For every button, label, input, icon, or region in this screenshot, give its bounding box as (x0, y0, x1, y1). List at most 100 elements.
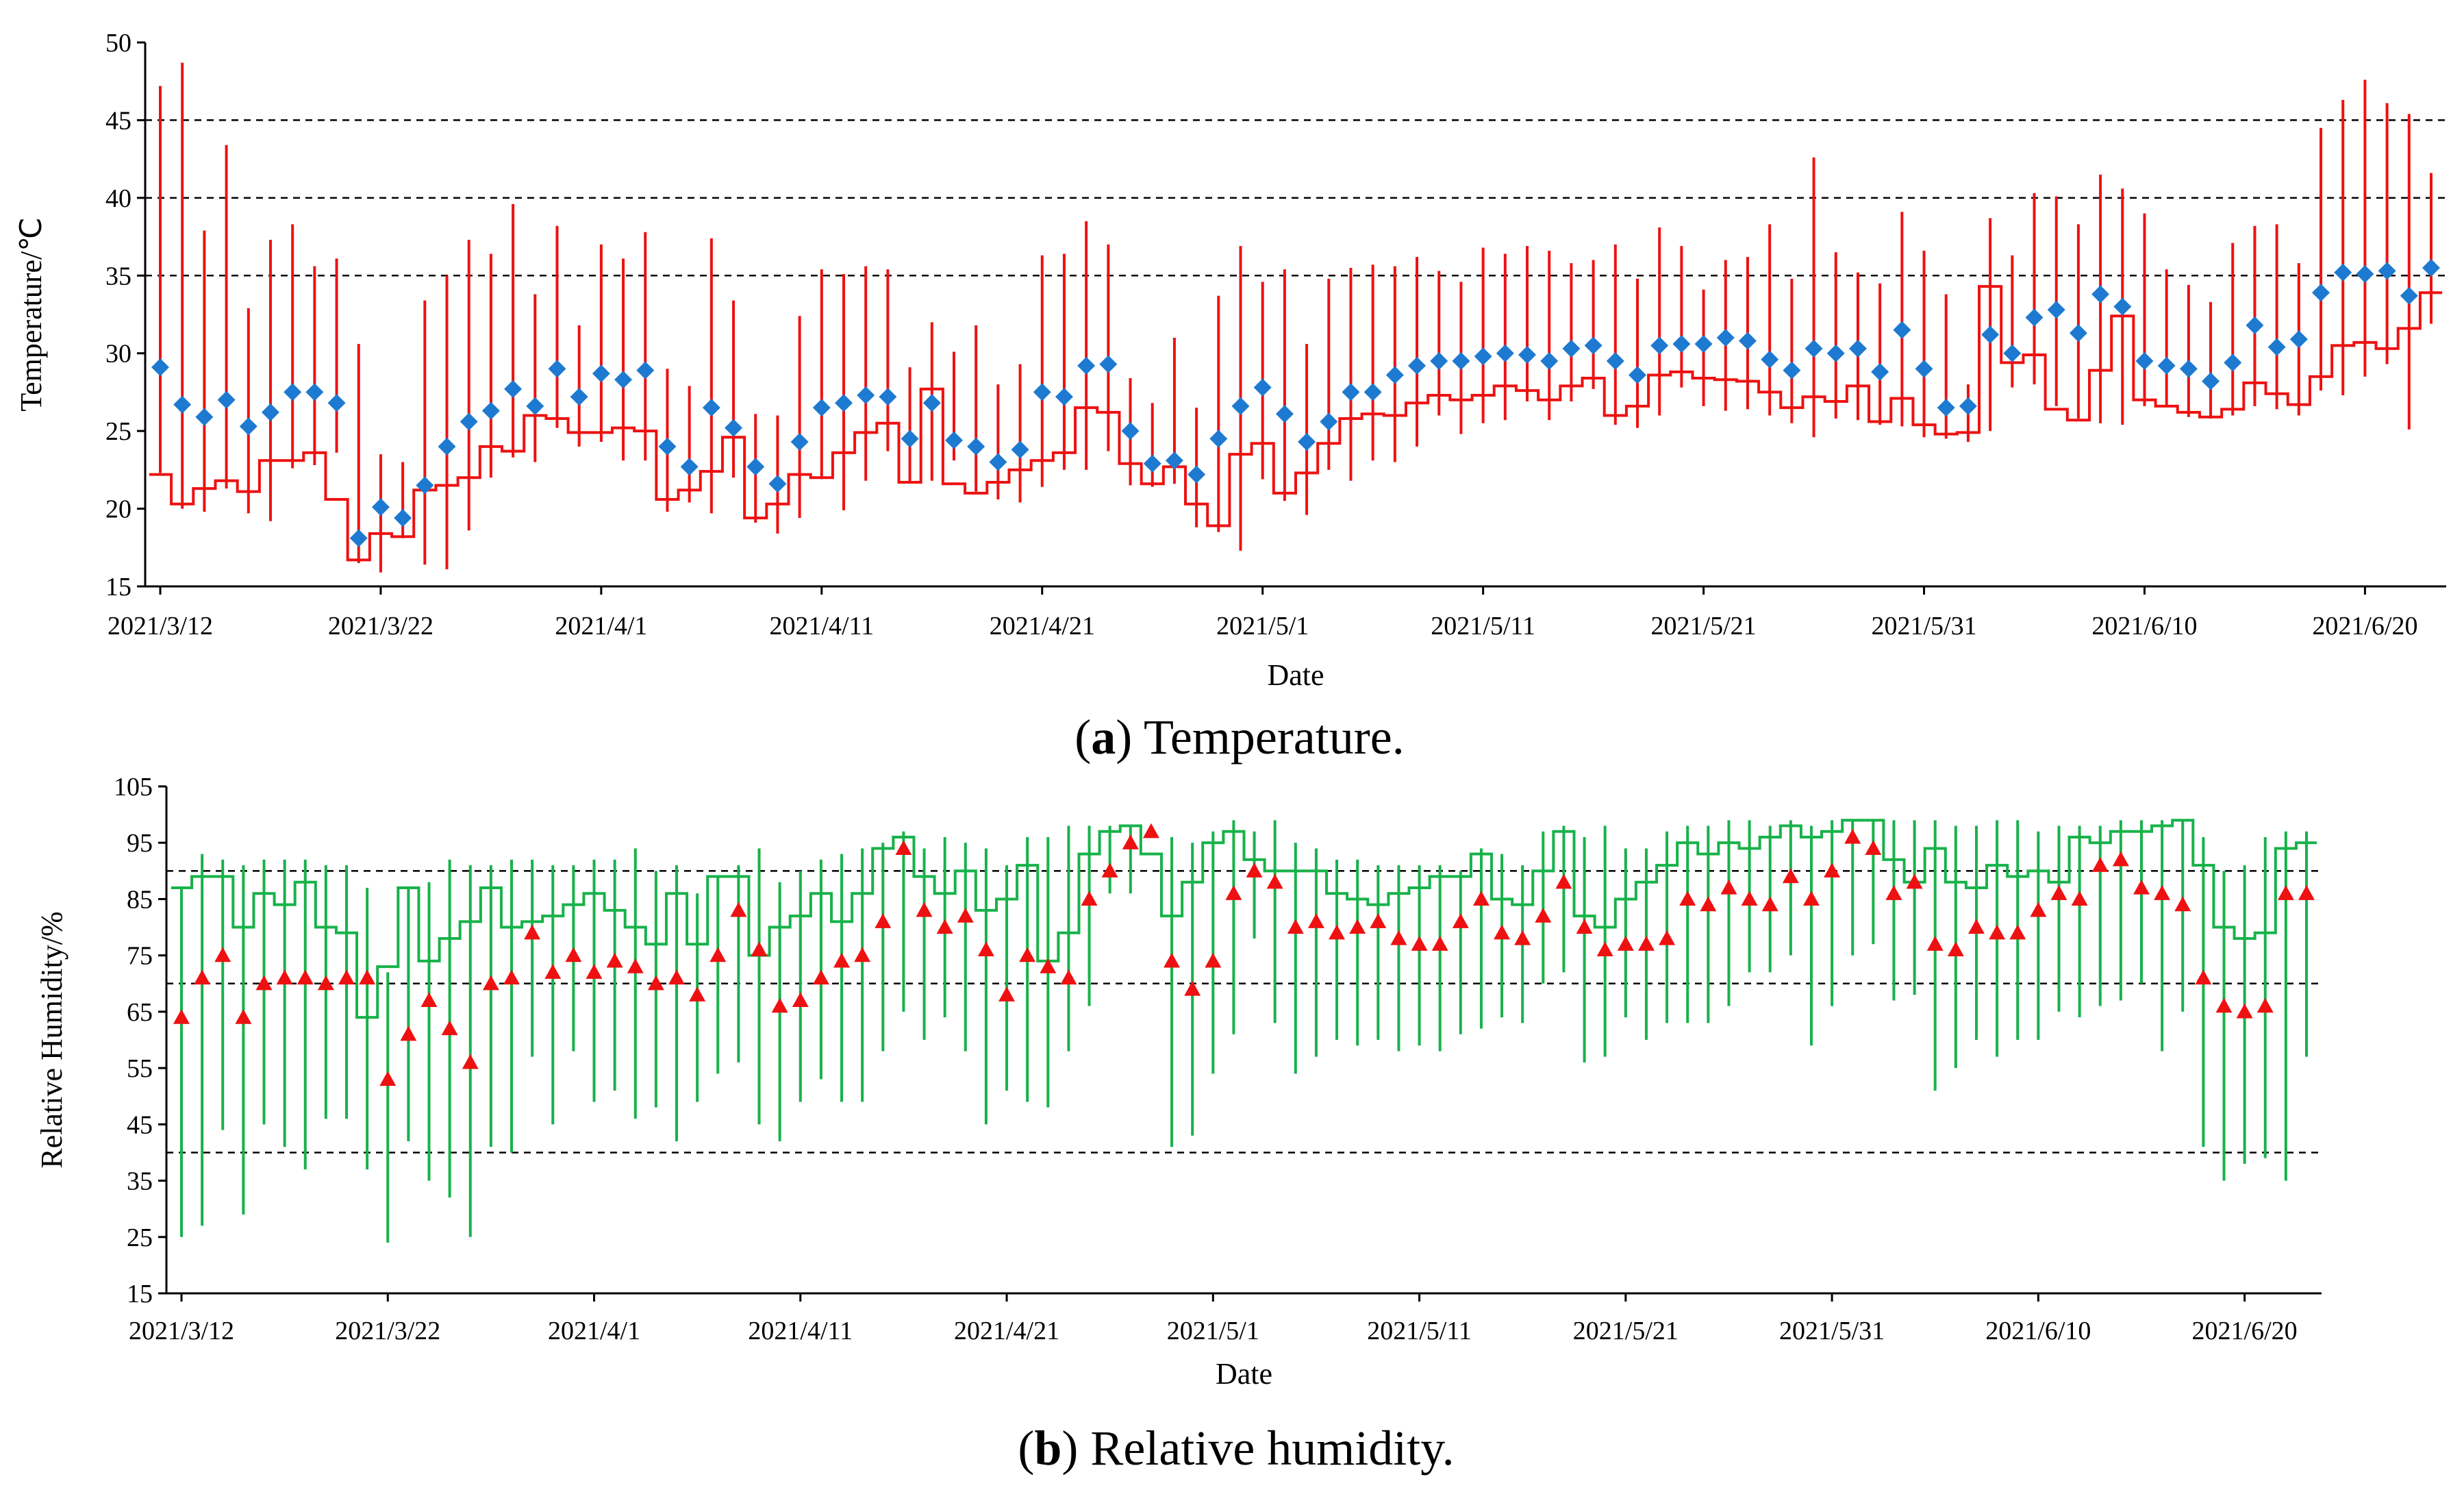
mean-marker (2174, 896, 2191, 912)
mean-marker (725, 419, 743, 437)
mean-marker (879, 388, 897, 406)
mean-marker (702, 399, 720, 417)
mean-marker (636, 361, 655, 380)
mean-marker (2091, 285, 2110, 303)
mean-marker (379, 1071, 397, 1086)
mean-marker (771, 997, 788, 1013)
y-tick-label: 35 (127, 1167, 153, 1196)
mean-marker (544, 964, 562, 979)
mean-marker (2009, 924, 2026, 940)
mean-marker (1926, 936, 1944, 951)
mean-marker (1720, 880, 1737, 895)
mean-marker (1885, 885, 1902, 900)
mean-marker (173, 1009, 190, 1024)
x-tick-label: 2021/3/12 (108, 612, 213, 641)
y-tick-label: 45 (105, 106, 131, 135)
mean-marker (504, 380, 523, 398)
mean-marker (438, 437, 456, 456)
mean-marker (1968, 919, 1985, 934)
mean-marker (2091, 857, 2109, 872)
mean-marker (1390, 930, 1407, 945)
mean-marker (689, 986, 706, 1002)
mean-marker (1370, 913, 1387, 928)
mean-marker (592, 364, 610, 383)
mean-marker (2224, 353, 2242, 372)
x-tick-label: 2021/5/11 (1367, 1317, 1472, 1345)
mean-marker (462, 1054, 479, 1069)
mean-marker (1055, 388, 1073, 406)
mean-marker (261, 403, 279, 421)
mean-marker (2356, 265, 2374, 284)
mean-marker (936, 919, 953, 934)
y-tick-label: 25 (105, 417, 131, 446)
x-tick-label: 2021/5/11 (1431, 612, 1535, 641)
mean-marker (1287, 919, 1304, 934)
mean-marker (214, 947, 231, 962)
y-tick-label: 95 (127, 829, 153, 858)
mean-marker (751, 941, 768, 957)
mean-marker (1101, 862, 1118, 878)
mean-marker (1019, 947, 1036, 962)
mean-marker (835, 394, 853, 412)
mean-marker (792, 992, 809, 1008)
mean-marker (1576, 919, 1593, 934)
mean-marker (371, 498, 390, 517)
mean-marker (2179, 360, 2198, 378)
mean-marker (1205, 952, 1222, 968)
mean-marker (2030, 902, 2047, 917)
mean-marker (1385, 366, 1404, 384)
mean-marker (2422, 258, 2440, 277)
mean-marker (854, 947, 871, 962)
x-tick-label: 2021/5/1 (1216, 612, 1309, 641)
mean-marker (857, 386, 875, 404)
mean-marker (998, 986, 1016, 1002)
x-tick-label: 2021/4/21 (990, 612, 1095, 641)
mean-marker (1246, 862, 1263, 878)
mean-marker (1783, 361, 1801, 380)
mean-marker (1033, 383, 1051, 401)
mean-marker (1408, 356, 1426, 375)
mean-marker (1761, 350, 1779, 369)
mean-marker (255, 975, 273, 991)
mean-marker (327, 394, 346, 412)
figure-caption-b: (b) Relative humidity. (1018, 1421, 1454, 1476)
mean-marker (276, 969, 293, 985)
mean-marker (441, 1020, 458, 1036)
mean-marker (2298, 885, 2315, 900)
mean-marker (526, 397, 544, 415)
mean-marker (944, 431, 963, 449)
mean-marker (1617, 936, 1634, 951)
mean-marker (1472, 891, 1489, 906)
mean-marker (812, 399, 831, 417)
y-tick-label: 15 (127, 1280, 153, 1308)
mean-marker (2277, 885, 2294, 900)
humidity-series (171, 819, 2317, 1243)
caption-text: Relative humidity. (1090, 1421, 1454, 1476)
mean-marker (1349, 919, 1366, 934)
mean-marker (746, 458, 765, 476)
mean-marker (1011, 440, 1029, 459)
mean-marker (2195, 969, 2212, 985)
mean-marker (524, 924, 541, 940)
y-tick-label: 20 (105, 495, 131, 524)
y-tick-label: 50 (105, 29, 131, 58)
mean-marker (1329, 924, 1346, 940)
mean-marker (1700, 896, 1717, 912)
mean-marker (1452, 352, 1470, 371)
mean-marker (2256, 997, 2274, 1013)
mean-marker (1871, 362, 1889, 381)
mean-marker (1164, 952, 1181, 968)
mean-marker (173, 395, 192, 414)
mean-marker (1266, 873, 1283, 889)
mean-marker (1060, 969, 1077, 985)
mean-marker (2202, 372, 2220, 390)
mean-marker (1555, 873, 1572, 889)
caption-text: Temperature. (1144, 710, 1405, 764)
mean-marker (901, 430, 919, 448)
y-tick-labels: 15 20 25 30 35 40 45 50 (105, 29, 145, 601)
y-tick-label: 45 (127, 1110, 153, 1139)
mean-marker (1716, 329, 1735, 347)
y-tick-label: 75 (127, 942, 153, 971)
mean-marker (1906, 873, 1923, 889)
